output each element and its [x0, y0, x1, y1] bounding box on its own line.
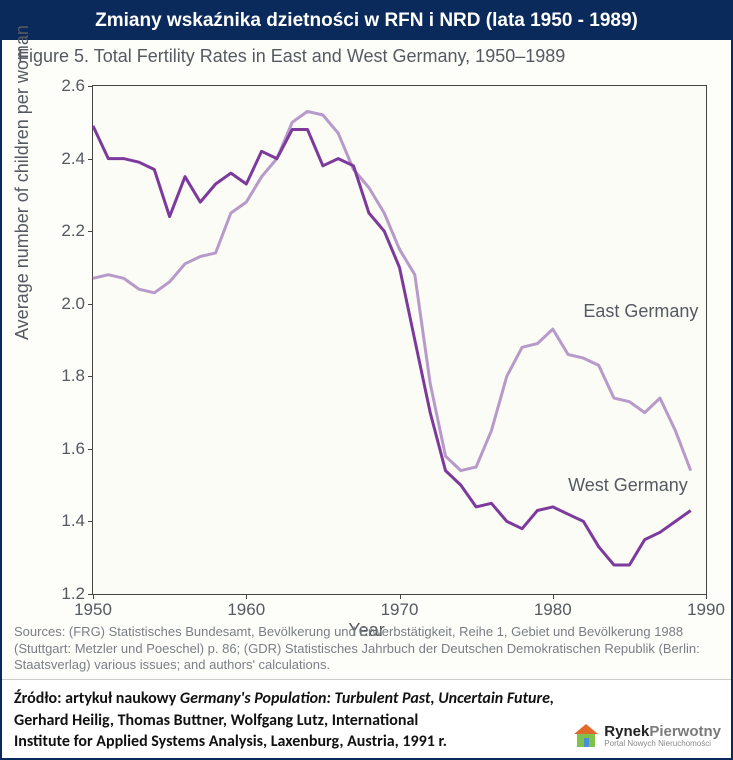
y-tick-label: 2.6: [53, 76, 93, 96]
figure-area: Figure 5. Total Fertility Rates in East …: [2, 40, 731, 680]
logo-brand: RynekPierwotny: [604, 724, 721, 739]
y-tick-label: 2.2: [53, 221, 93, 241]
series-line-east-germany: [93, 111, 691, 470]
y-tick-label: 2.4: [53, 149, 93, 169]
footer-line2: Gerhard Heilig, Thomas Buttner, Wolfgang…: [14, 711, 418, 730]
sources-text: Sources: (FRG) Statistisches Bundesamt, …: [14, 624, 719, 673]
logo-subtitle: Portal Nowych Nieruchomości: [604, 739, 721, 748]
brand-logo: RynekPierwotny Portal Nowych Nieruchomoś…: [572, 722, 721, 750]
y-axis-label: Average number of children per woman: [12, 25, 33, 340]
footer-italic: Germany's Population: Turbulent Past, Un…: [180, 689, 554, 708]
y-tick-label: 1.8: [53, 366, 93, 386]
y-tick-label: 1.4: [53, 511, 93, 531]
series-line-west-germany: [93, 126, 691, 565]
series-label-west-germany: West Germany: [568, 475, 688, 496]
footer-prefix: Źródło: artykuł naukowy: [14, 689, 180, 708]
y-tick-label: 2.0: [53, 294, 93, 314]
logo-text-block: RynekPierwotny Portal Nowych Nieruchomoś…: [604, 724, 721, 748]
house-icon: [572, 722, 600, 750]
chart-svg: [93, 86, 706, 594]
container: Zmiany wskaźnika dzietności w RFN i NRD …: [0, 0, 733, 760]
series-label-east-germany: East Germany: [583, 301, 698, 322]
figure-caption: Figure 5. Total Fertility Rates in East …: [18, 46, 565, 67]
footer-line3: Institute for Applied Systems Analysis, …: [14, 732, 447, 751]
y-tick-label: 1.6: [53, 439, 93, 459]
plot-box: 1.21.41.61.82.02.22.42.61950196019701980…: [92, 85, 707, 595]
header-title: Zmiany wskaźnika dzietności w RFN i NRD …: [2, 2, 731, 40]
